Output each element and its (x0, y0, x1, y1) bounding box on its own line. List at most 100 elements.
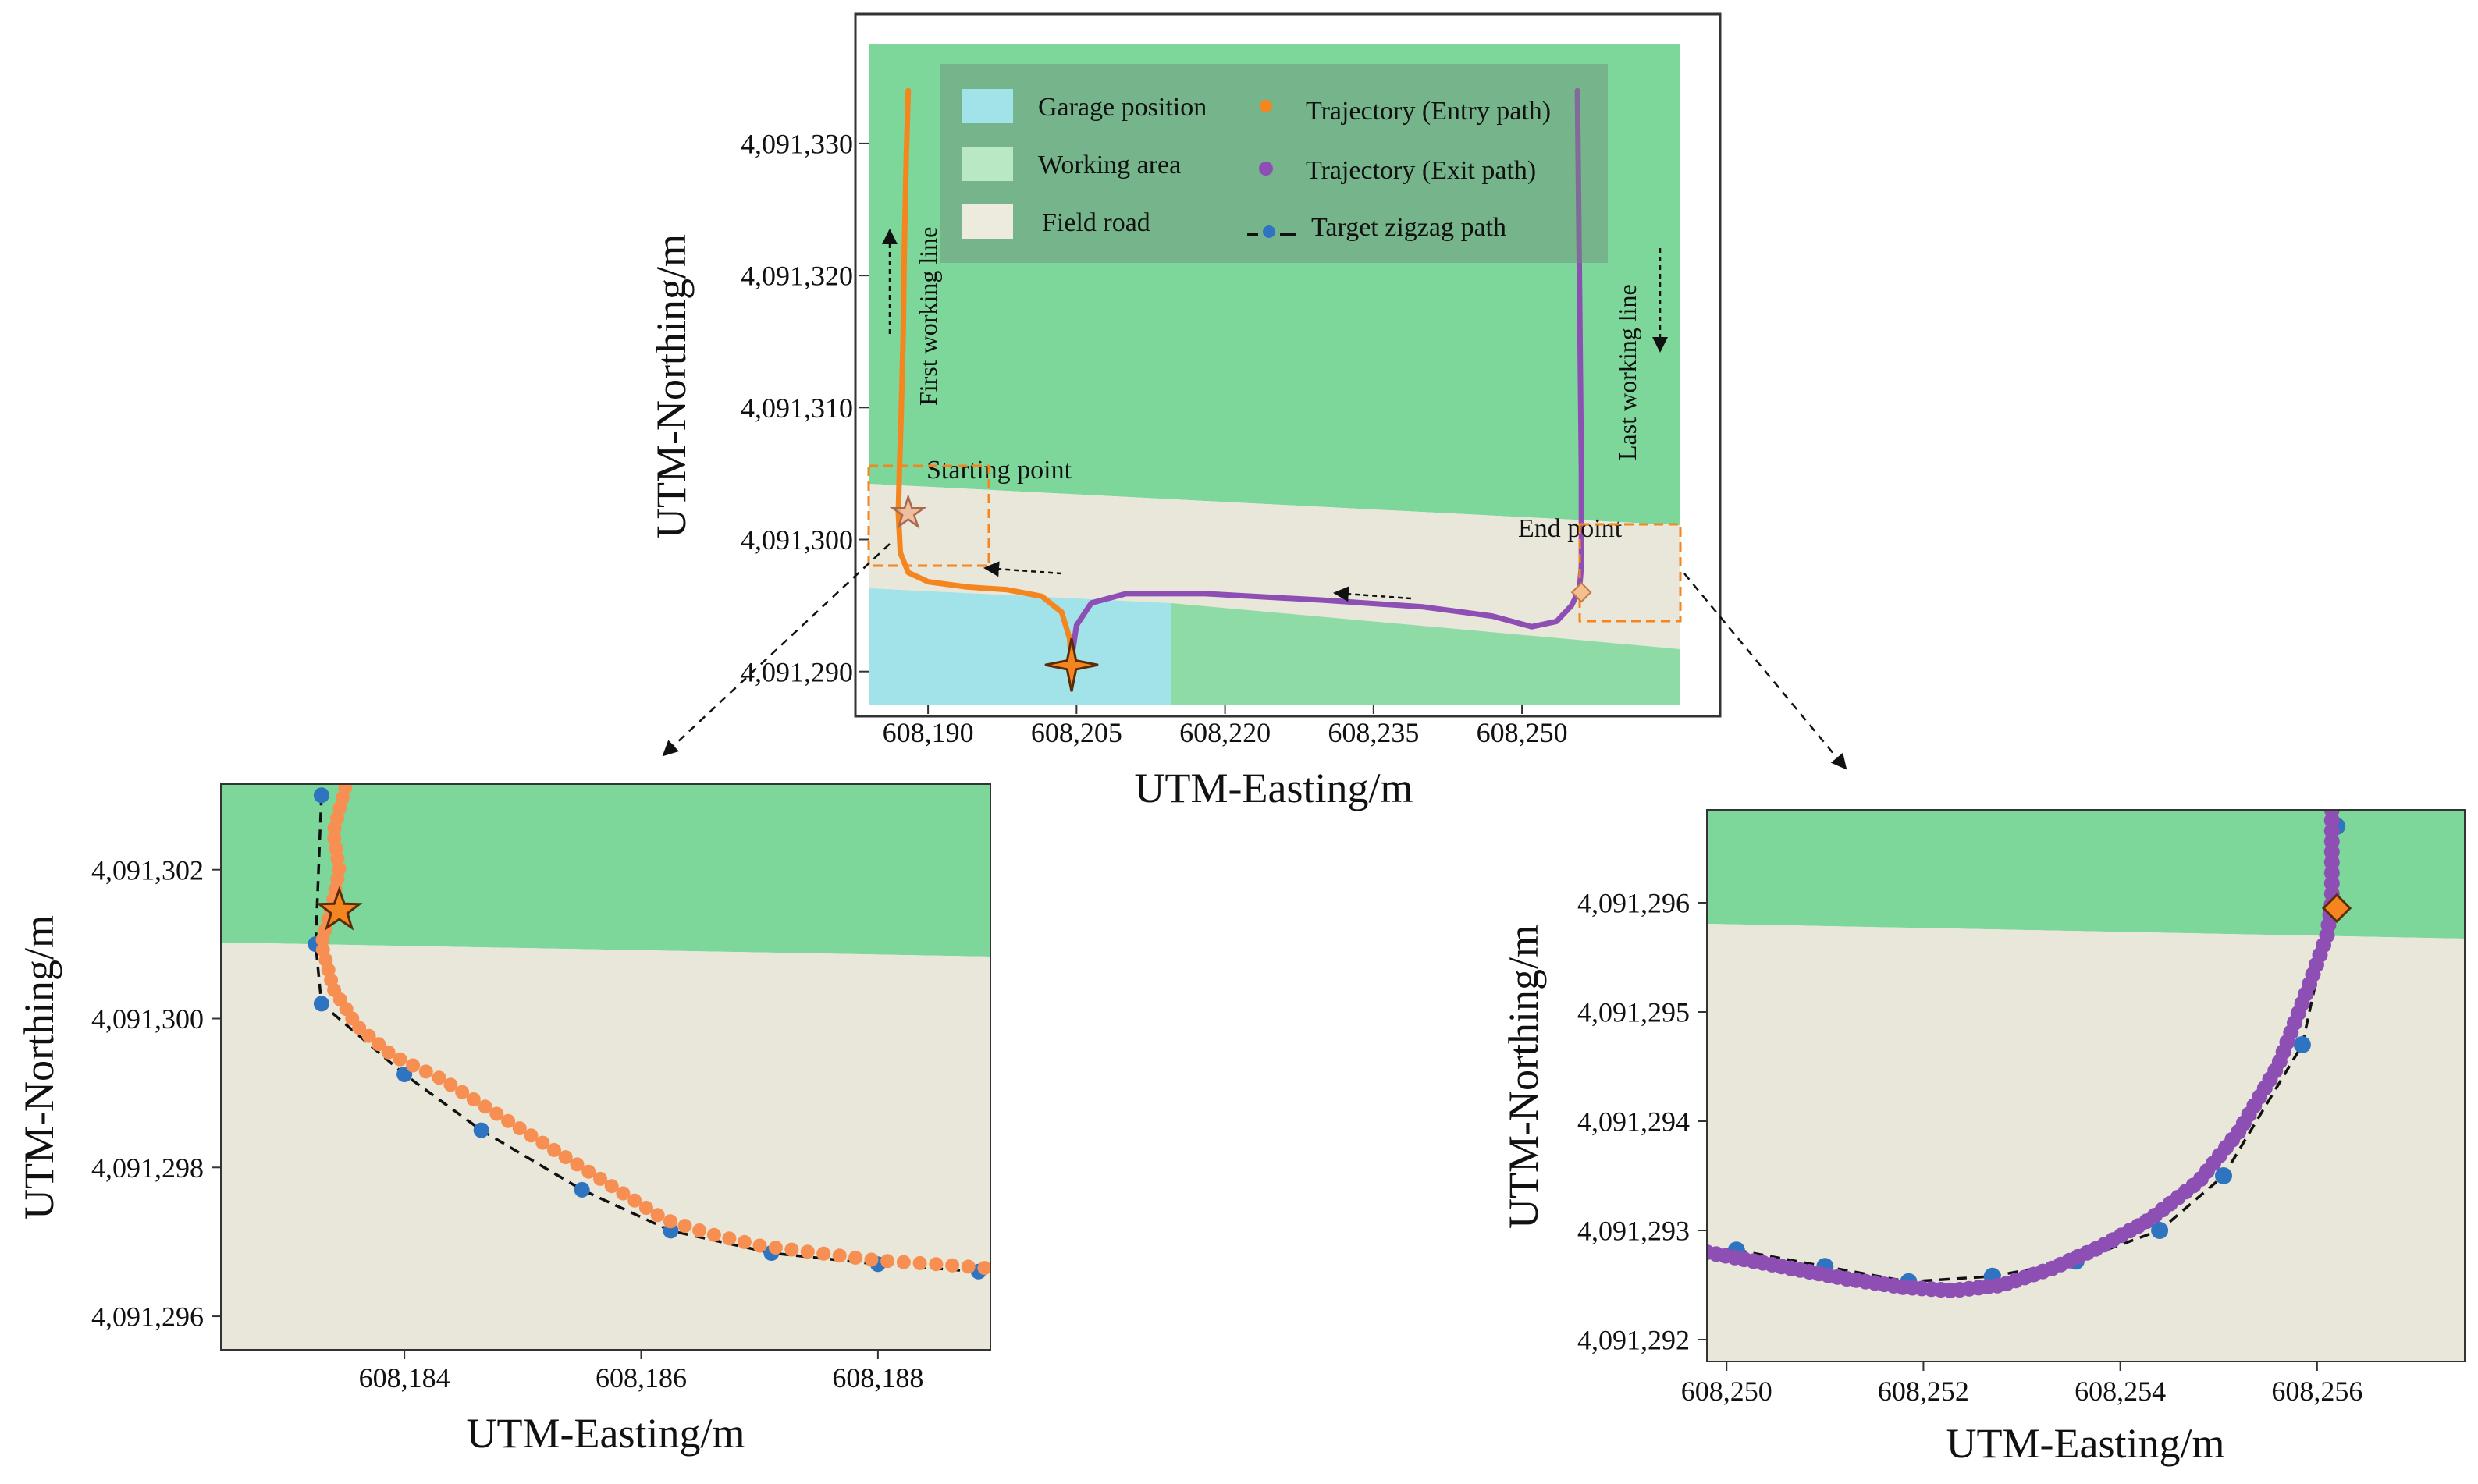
start-zoom-trajectory-point (524, 1128, 539, 1143)
end-zoom-field-road (1707, 924, 2465, 1362)
legend-marker-target (1263, 225, 1275, 238)
start-zoom-trajectory-point (558, 1150, 573, 1165)
start-zoom-trajectory-point (977, 1261, 990, 1276)
legend-label-field-road: Field road (1042, 208, 1150, 237)
end-zoom-working-area (1707, 810, 2465, 939)
start-zoom-trajectory-point (864, 1252, 879, 1267)
start-zoom-trajectory-point (650, 1208, 665, 1223)
end-point-diamond-icon (1570, 581, 1592, 603)
start-zoom-trajectory-point (663, 1214, 677, 1229)
end-zoom-y-tick-label: 4,091,296 (1577, 888, 1690, 919)
entry-path-line (895, 87, 1075, 668)
overview-x-tick-label: 608,235 (1328, 717, 1419, 748)
legend: Garage position Working area Field road … (940, 64, 1608, 263)
overview-y-tick-label: 4,091,300 (741, 524, 853, 556)
start-zoom-trajectory-point (737, 1234, 752, 1249)
start-zoom-trajectory-point (627, 1193, 642, 1208)
start-zoom-trajectory-point (616, 1186, 631, 1201)
start-zoom-trajectory-point (352, 1021, 367, 1035)
start-zoom-trajectory-point (832, 1248, 847, 1263)
end-zoom-trajectory-points (1707, 810, 2340, 1298)
start-zoom-trajectory-point (478, 1099, 492, 1114)
start-zoom-y-tick-label: 4,091,298 (91, 1152, 204, 1184)
start-zoom-trajectory-point (547, 1142, 561, 1157)
working-area-lower (1171, 603, 1680, 705)
start-zoom-trajectory-points (315, 784, 990, 1276)
end-zoom-target-point (2151, 1222, 2169, 1239)
start-zoom-trajectory-point (406, 1058, 421, 1073)
start-zoom-x-tick-label: 608,188 (832, 1362, 923, 1393)
end-zoom-y-tick-label: 4,091,295 (1577, 997, 1690, 1028)
end-zoom-end-diamond-icon (2321, 893, 2352, 924)
end-zoom-y-tick-label: 4,091,294 (1577, 1106, 1690, 1138)
garage-origin-star-icon (1044, 637, 1099, 692)
start-zoom-trajectory-point (327, 821, 342, 836)
start-zoom-trajectory-point (722, 1231, 737, 1246)
start-zoom-trajectory-point (570, 1157, 585, 1172)
overview-x-tick-label: 608,250 (1477, 717, 1568, 748)
start-zoom-trajectory-point (501, 1113, 516, 1128)
start-zoom-trajectory-point (752, 1238, 767, 1253)
start-zoom-y-tick-label: 4,091,296 (91, 1301, 204, 1333)
legend-marker-entry (1260, 100, 1272, 112)
starting-point-star-icon (889, 493, 927, 529)
end-zoom-panel: 608,250 608,252 608,254 608,256 4,091,292 4,0… (1500, 809, 2466, 1467)
start-zoom-frame (220, 783, 991, 1351)
start-zoom-trajectory-point (945, 1258, 960, 1273)
legend-swatch-garage (962, 89, 1013, 123)
start-zoom-trajectory-point (315, 932, 330, 947)
start-zoom-axes: 608,184 608,186 608,188 4,091,296 4,091,298 4… (91, 854, 923, 1393)
end-zoom-x-tick-label: 608,254 (2074, 1376, 2166, 1407)
start-zoom-trajectory-point (677, 1219, 692, 1234)
end-zoom-trajectory-point (2323, 810, 2340, 818)
start-zoom-trajectory-point (816, 1246, 831, 1261)
end-zoom-x-tick-label: 608,250 (1681, 1376, 1772, 1407)
start-zoom-trajectory-point (443, 1077, 458, 1092)
start-zoom-trajectory-point (638, 1201, 653, 1215)
start-zoom-trajectory-point (418, 1064, 433, 1079)
start-zoom-target-point (574, 1181, 590, 1198)
legend-marker-exit (1259, 162, 1273, 176)
start-zoom-trajectory-point (593, 1171, 607, 1186)
end-zoom-y-tick-label: 4,091,292 (1577, 1325, 1690, 1356)
start-zoom-region-box (867, 464, 990, 567)
start-zoom-trajectory-point (912, 1255, 927, 1270)
start-zoom-trajectory-point (455, 1085, 470, 1099)
end-zoom-y-tick-label: 4,091,293 (1577, 1216, 1690, 1247)
legend-label-exit: Trajectory (Exit path) (1306, 156, 1536, 185)
start-zoom-target-point (313, 787, 329, 804)
end-zoom-y-axis-label: UTM-Northing/m (1500, 925, 1547, 1229)
start-zoom-target-point (313, 996, 329, 1012)
overview-x-axis-label: UTM-Easting/m (1135, 765, 1413, 811)
overview-y-axis-label: UTM-Northing/m (648, 234, 695, 538)
start-zoom-y-axis-label: UTM-Northing/m (16, 915, 62, 1220)
start-zoom-trajectory-point (489, 1106, 504, 1121)
overview-x-tick-label: 608,220 (1179, 717, 1271, 748)
overview-y-tick-label: 4,091,320 (741, 261, 853, 292)
overview-y-tick-label: 4,091,290 (741, 656, 853, 687)
start-zoom-trajectory-point (706, 1227, 721, 1242)
start-zoom-trajectory-point (800, 1244, 815, 1259)
start-zoom-trajectory-point (692, 1223, 707, 1237)
start-zoom-trajectory-point (535, 1135, 550, 1150)
start-zoom-y-tick-label: 4,091,302 (91, 854, 204, 886)
start-zoom-target-point (473, 1122, 489, 1138)
start-zoom-trajectory-point (848, 1250, 863, 1265)
connector-to-start-zoom (662, 543, 891, 757)
field-road (869, 484, 1680, 649)
start-zoom-trajectory-point (784, 1242, 799, 1257)
overview-x-tick-label: 608,205 (1031, 717, 1122, 748)
first-working-line-label: First working line (914, 227, 942, 406)
working-area-upper (869, 44, 1680, 525)
end-point-label: End point (1518, 514, 1623, 543)
start-zoom-trajectory-point (432, 1070, 446, 1085)
legend-label-garage: Garage position (1038, 93, 1207, 122)
end-zoom-region-box (1578, 523, 1682, 623)
start-zoom-trajectory-point (361, 1028, 376, 1043)
garage-position (869, 588, 1171, 705)
exit-direction-arrow (1333, 586, 1412, 602)
overview-y-tick-label: 4,091,330 (741, 129, 853, 160)
start-zoom-trajectory-point (466, 1092, 481, 1106)
end-zoom-target-point (2215, 1167, 2232, 1184)
